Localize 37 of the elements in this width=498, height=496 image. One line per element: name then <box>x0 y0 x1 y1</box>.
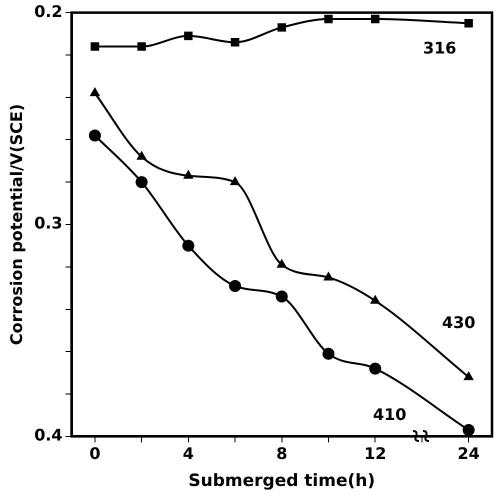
point <box>184 32 193 40</box>
x-axis-title: Submerged time(h) <box>188 471 376 492</box>
point <box>229 280 242 292</box>
point <box>230 38 240 47</box>
point <box>136 150 147 160</box>
point <box>370 14 380 24</box>
point <box>230 176 240 186</box>
point <box>90 87 100 96</box>
point <box>136 176 148 188</box>
point <box>464 18 473 28</box>
point <box>462 424 475 436</box>
point <box>463 371 474 380</box>
y-axis-title: Corrosion potential/V(SCE) <box>6 104 26 346</box>
x-tick-label: 0 <box>89 444 100 464</box>
series-label: 410 <box>372 405 406 424</box>
point <box>90 42 100 51</box>
y-tick-label: 0.2 <box>34 2 63 21</box>
point <box>324 14 333 24</box>
point <box>88 130 101 142</box>
y-tick-label: 0.4 <box>34 426 63 445</box>
point <box>323 271 334 280</box>
x-tick-label: 4 <box>182 444 194 464</box>
point <box>276 258 287 268</box>
point <box>182 240 194 252</box>
point <box>322 348 334 360</box>
point <box>183 170 194 179</box>
point <box>370 294 380 304</box>
y-tick-label: 0.3 <box>34 214 63 233</box>
series-label: 430 <box>442 313 476 332</box>
series-label: 316 <box>422 38 456 58</box>
point <box>369 362 382 375</box>
point <box>278 23 286 32</box>
x-tick-label: 12 <box>364 444 386 464</box>
x-tick-label: 8 <box>276 444 288 464</box>
point <box>276 290 288 303</box>
point <box>137 42 146 51</box>
x-tick-label: 24 <box>458 444 480 464</box>
